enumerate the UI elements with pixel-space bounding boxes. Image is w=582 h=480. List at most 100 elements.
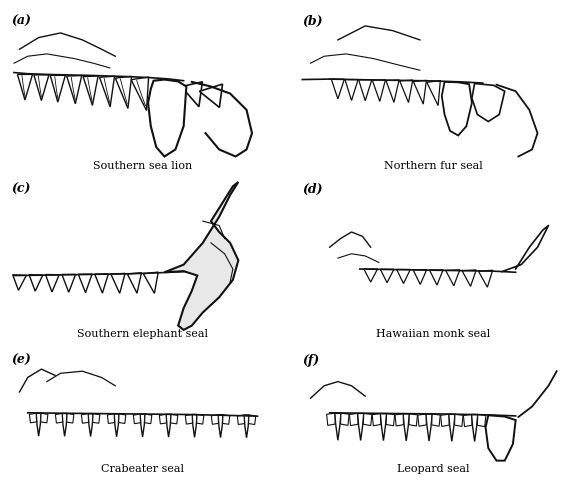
Polygon shape: [462, 270, 476, 287]
Polygon shape: [50, 75, 65, 102]
Polygon shape: [441, 414, 449, 426]
Polygon shape: [472, 84, 505, 121]
Polygon shape: [95, 274, 108, 293]
Text: (f): (f): [302, 354, 320, 367]
Polygon shape: [62, 275, 76, 292]
Polygon shape: [380, 414, 386, 441]
Polygon shape: [131, 77, 148, 110]
Polygon shape: [36, 413, 41, 436]
Polygon shape: [140, 414, 145, 437]
Polygon shape: [386, 80, 399, 102]
Polygon shape: [413, 80, 427, 104]
Polygon shape: [171, 414, 178, 424]
Polygon shape: [244, 415, 249, 438]
Polygon shape: [81, 414, 88, 423]
Text: Southern elephant seal: Southern elephant seal: [77, 329, 208, 339]
Polygon shape: [111, 274, 125, 293]
Polygon shape: [200, 84, 222, 108]
Polygon shape: [331, 79, 345, 99]
Polygon shape: [67, 413, 74, 423]
Polygon shape: [426, 414, 432, 441]
Polygon shape: [145, 414, 152, 424]
Polygon shape: [372, 80, 385, 101]
Polygon shape: [386, 414, 395, 426]
Polygon shape: [413, 270, 427, 285]
Text: Southern sea lion: Southern sea lion: [93, 161, 192, 171]
Polygon shape: [211, 415, 218, 424]
Polygon shape: [17, 74, 33, 100]
Polygon shape: [62, 413, 67, 436]
Text: (c): (c): [11, 182, 31, 195]
Polygon shape: [340, 413, 349, 425]
Polygon shape: [471, 414, 478, 442]
Polygon shape: [222, 415, 230, 424]
Text: Crabeater seal: Crabeater seal: [101, 464, 184, 474]
Text: Hawaiian monk seal: Hawaiian monk seal: [377, 329, 491, 339]
Polygon shape: [165, 182, 239, 330]
Polygon shape: [83, 76, 98, 106]
Polygon shape: [446, 270, 460, 286]
Text: (e): (e): [11, 354, 31, 367]
Polygon shape: [197, 414, 204, 424]
Polygon shape: [119, 414, 126, 423]
Polygon shape: [477, 414, 486, 427]
Polygon shape: [148, 80, 186, 156]
Polygon shape: [427, 81, 441, 106]
Polygon shape: [327, 413, 335, 425]
Text: (d): (d): [302, 182, 323, 195]
Polygon shape: [93, 414, 100, 423]
Text: Leopard seal: Leopard seal: [398, 464, 470, 474]
Polygon shape: [363, 413, 372, 426]
Polygon shape: [143, 272, 158, 293]
Polygon shape: [41, 413, 48, 423]
Polygon shape: [478, 270, 492, 287]
Polygon shape: [400, 80, 413, 103]
Polygon shape: [442, 82, 472, 135]
Polygon shape: [29, 275, 42, 291]
Polygon shape: [372, 414, 381, 426]
Polygon shape: [100, 76, 115, 107]
Polygon shape: [30, 413, 37, 423]
Polygon shape: [397, 269, 410, 284]
Polygon shape: [67, 75, 81, 104]
Polygon shape: [45, 275, 59, 292]
Polygon shape: [79, 274, 92, 293]
Polygon shape: [430, 270, 443, 285]
Polygon shape: [185, 414, 193, 424]
Polygon shape: [432, 414, 440, 426]
Text: (b): (b): [302, 14, 323, 27]
Polygon shape: [449, 414, 455, 441]
Polygon shape: [166, 414, 171, 437]
Polygon shape: [455, 414, 463, 426]
Polygon shape: [88, 414, 93, 436]
Text: (a): (a): [11, 14, 31, 27]
Polygon shape: [403, 414, 409, 441]
Polygon shape: [114, 414, 119, 437]
Polygon shape: [249, 415, 255, 424]
Polygon shape: [107, 414, 115, 423]
Polygon shape: [237, 415, 244, 424]
Polygon shape: [13, 275, 26, 290]
Polygon shape: [345, 80, 358, 100]
Polygon shape: [380, 269, 394, 283]
Text: Northern fur seal: Northern fur seal: [384, 161, 483, 171]
Polygon shape: [159, 414, 166, 424]
Polygon shape: [395, 414, 403, 426]
Polygon shape: [335, 413, 341, 440]
Polygon shape: [463, 414, 472, 427]
Polygon shape: [115, 76, 132, 108]
Polygon shape: [181, 82, 203, 107]
Polygon shape: [55, 413, 63, 423]
Polygon shape: [418, 414, 427, 426]
Polygon shape: [127, 273, 141, 293]
Polygon shape: [409, 414, 417, 426]
Polygon shape: [364, 269, 378, 282]
Polygon shape: [485, 415, 516, 461]
Polygon shape: [34, 75, 49, 100]
Polygon shape: [357, 413, 364, 441]
Polygon shape: [349, 413, 358, 426]
Polygon shape: [133, 414, 140, 424]
Polygon shape: [359, 80, 372, 101]
Polygon shape: [218, 415, 223, 438]
Polygon shape: [192, 414, 197, 437]
